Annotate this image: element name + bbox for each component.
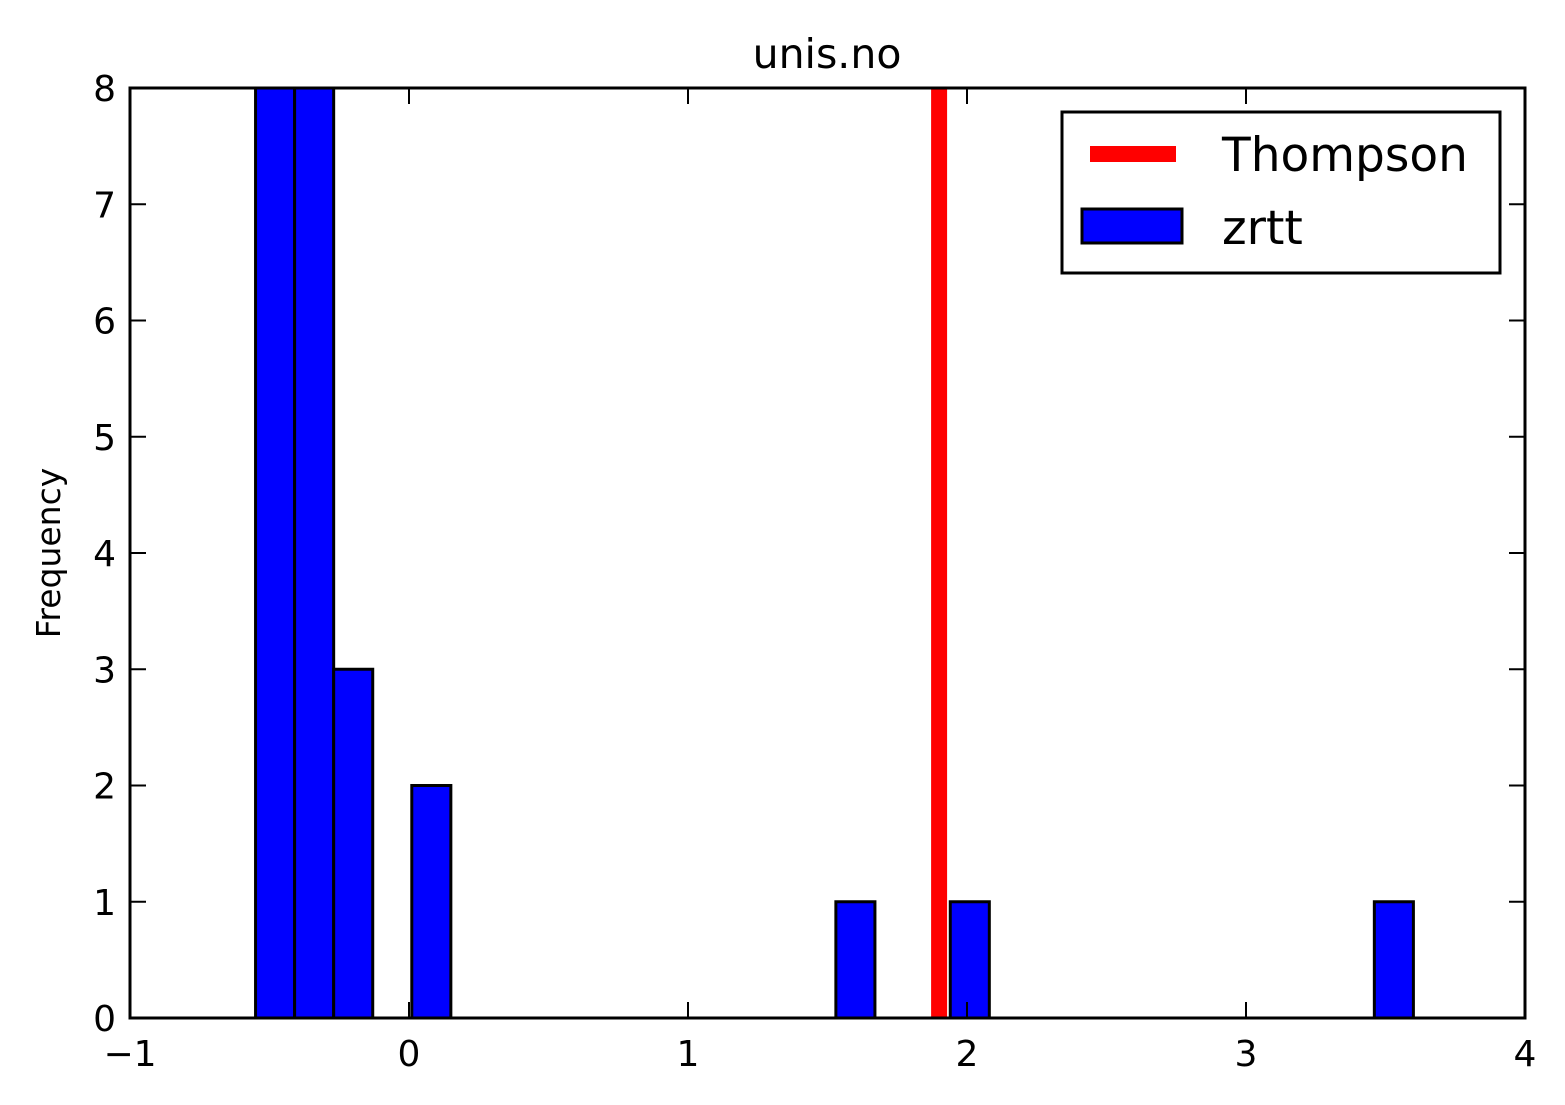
y-tick-labels: 0 1 2 3 4 5 6 7 8 bbox=[93, 69, 116, 1040]
chart-title: unis.no bbox=[753, 30, 902, 78]
y-tick-label-7: 7 bbox=[93, 185, 116, 226]
y-tick-label-5: 5 bbox=[93, 418, 116, 459]
histogram-bar-2 bbox=[332, 667, 375, 1020]
histogram-bar-0 bbox=[254, 86, 297, 1020]
x-tick-labels: −1 0 1 2 3 4 bbox=[103, 1034, 1536, 1075]
x-tick-label-0: −1 bbox=[103, 1034, 156, 1075]
legend-thompson-label: Thompson bbox=[1221, 128, 1468, 183]
legend-zrtt-swatch bbox=[1080, 207, 1184, 245]
x-tick-label-1: 0 bbox=[398, 1034, 421, 1075]
x-tick-label-2: 1 bbox=[677, 1034, 700, 1075]
y-tick-label-8: 8 bbox=[93, 69, 116, 110]
y-tick-label-6: 6 bbox=[93, 302, 116, 343]
histogram-bar-1 bbox=[293, 86, 336, 1020]
histogram-bar-3 bbox=[410, 784, 453, 1020]
y-tick-label-4: 4 bbox=[93, 534, 116, 575]
x-tick-label-5: 4 bbox=[1514, 1034, 1537, 1075]
histogram-bar-5 bbox=[948, 900, 991, 1020]
histogram-bar-4 bbox=[834, 900, 877, 1020]
plot-frame bbox=[128, 86, 1527, 1020]
x-tick-label-4: 3 bbox=[1235, 1034, 1258, 1075]
x-tick-label-3: 2 bbox=[956, 1034, 979, 1075]
legend: Thompson zrtt bbox=[1060, 110, 1502, 275]
legend-box bbox=[1060, 110, 1502, 275]
y-tick-label-2: 2 bbox=[93, 767, 116, 808]
y-tick-label-3: 3 bbox=[93, 650, 116, 691]
histogram-bar-6 bbox=[1372, 900, 1415, 1020]
y-axis-label: Frequency bbox=[29, 468, 68, 638]
legend-zrtt-label: zrtt bbox=[1222, 201, 1303, 256]
y-tick-label-0: 0 bbox=[93, 999, 116, 1040]
y-tick-label-1: 1 bbox=[93, 883, 116, 924]
